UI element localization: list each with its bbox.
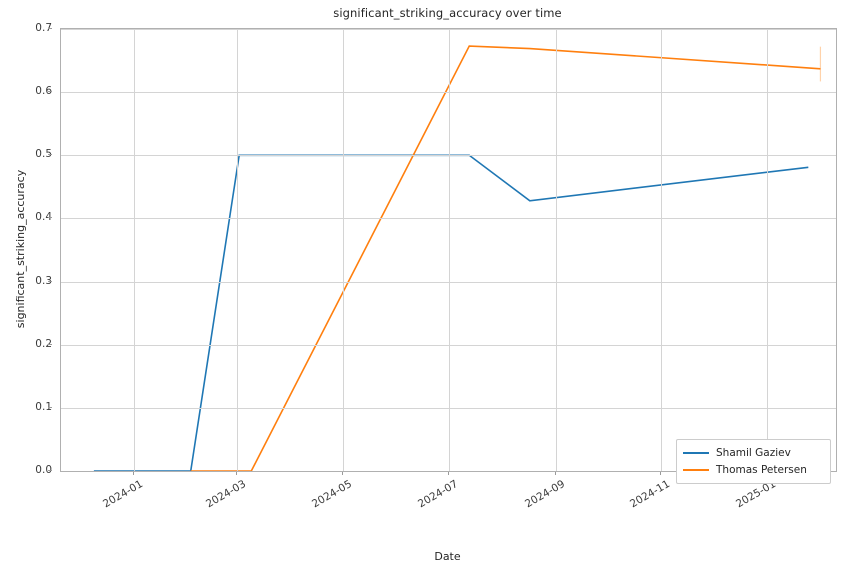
y-tick-label: 0.4 [35,211,52,224]
y-tick-label: 0.0 [35,464,52,476]
y-tick-mark [48,154,52,155]
gridline-vertical [449,29,450,471]
x-tick-mark [448,471,449,475]
series-line [93,154,809,471]
y-tick-label: 0.1 [35,400,52,413]
y-tick-mark [48,470,52,471]
gridline-vertical [767,29,768,471]
x-tick-mark [236,471,237,475]
y-tick-label: 0.6 [35,85,52,98]
gridline-horizontal [61,92,836,93]
legend-label: Shamil Gaziev [716,446,791,459]
y-tick-label: 0.7 [35,22,52,34]
y-axis-ticks: 0.0 0.1 0.2 0.3 0.4 0.5 0.6 0.7 [0,22,52,476]
y-tick-mark [48,281,52,282]
y-axis-label: significant_striking_accuracy [14,169,27,329]
series-line [190,45,821,471]
legend-color-swatch [683,451,709,454]
y-tick-mark [48,28,52,29]
plot-area [60,28,837,472]
gridline-vertical [134,29,135,471]
gridline-horizontal [61,29,836,30]
legend-label: Thomas Petersen [716,463,807,476]
y-tick-mark [48,217,52,218]
x-axis-label: Date [434,550,461,563]
y-tick-label: 0.2 [35,337,52,350]
gridline-vertical [556,29,557,471]
gridline-horizontal [61,408,836,409]
y-tick-mark [48,344,52,345]
y-tick-label: 0.5 [35,148,52,161]
x-tick-mark [342,471,343,475]
x-tick-label: 2024-03 [204,478,249,511]
x-tick-mark [660,471,661,475]
x-tick-mark [555,471,556,475]
gridline-horizontal [61,155,836,156]
x-tick-mark [133,471,134,475]
gridline-horizontal [61,345,836,346]
y-tick-mark [48,91,52,92]
gridline-vertical [237,29,238,471]
gridline-horizontal [61,218,836,219]
x-tick-label: 2024-07 [415,478,460,511]
legend-item[interactable]: Thomas Petersen [683,461,824,478]
x-tick-label: 2024-05 [309,478,354,511]
gridline-horizontal [61,282,836,283]
x-tick-label: 2024-01 [100,478,145,511]
legend-item[interactable]: Shamil Gaziev [683,444,824,461]
x-tick-label: 2024-11 [628,478,673,511]
y-tick-label: 0.3 [35,274,52,287]
chart-title: significant_striking_accuracy over time [333,6,562,20]
y-tick-mark [48,407,52,408]
gridline-vertical [661,29,662,471]
x-tick-label: 2024-09 [522,478,567,511]
gridline-vertical [343,29,344,471]
legend-color-swatch [683,468,709,471]
plot-inner [61,29,836,471]
legend[interactable]: Shamil Gaziev Thomas Petersen [676,439,831,484]
